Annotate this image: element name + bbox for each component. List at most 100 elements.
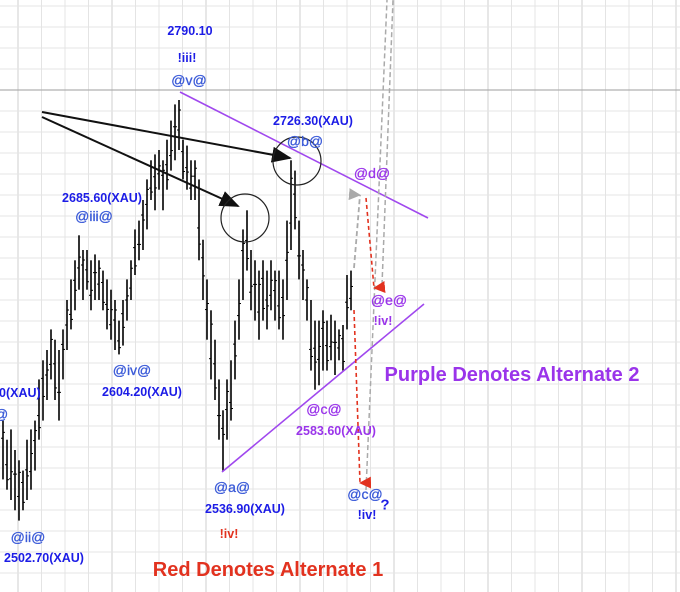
price-bar: [17, 460, 21, 521]
price-bar: [169, 120, 173, 171]
price-bar: [69, 279, 73, 330]
price-bar: [21, 470, 25, 511]
price-bar: [277, 270, 281, 330]
price-bar: [77, 235, 81, 290]
price-bar: [129, 260, 133, 300]
price-bar: [249, 250, 253, 311]
price-bar: [93, 254, 97, 300]
label-question: ?: [380, 496, 390, 514]
gray-projection-3: [381, 0, 394, 286]
price-bar: [113, 300, 117, 350]
price-bar: [341, 325, 345, 371]
price-bar: [265, 270, 269, 330]
price-bar: [321, 310, 325, 371]
price-bar: [137, 220, 141, 261]
arrow-to-b: [41, 111, 292, 163]
label-iii: @iii@: [75, 208, 113, 224]
price-bar: [213, 339, 217, 400]
gray-projection-1: [348, 188, 361, 269]
label-e-alt2-sub: !iv!: [373, 313, 393, 328]
price-bar: [285, 220, 289, 300]
price-bar: [253, 260, 257, 321]
price-bar: [237, 279, 241, 340]
purple-upper-trendline: [179, 91, 429, 219]
price-bar: [205, 279, 209, 340]
price-bar: [305, 279, 309, 321]
price-bar: [29, 429, 33, 490]
red-projection-to-e: [365, 197, 386, 294]
label-iii-price: 2685.60(XAU): [62, 190, 142, 205]
label-iv-price: 2604.20(XAU): [102, 384, 182, 399]
label-d-alt2: @d@: [353, 165, 391, 181]
label-v-price: 2790.10: [167, 23, 213, 38]
price-bar: [49, 329, 53, 380]
price-bar: [73, 260, 77, 311]
label-v: @v@: [171, 72, 207, 88]
price-bar: [109, 289, 113, 340]
price-bar: [165, 139, 169, 190]
label-a: @a@: [213, 479, 251, 495]
price-bar: [269, 260, 273, 311]
price-bar: [13, 450, 17, 511]
price-bar: [41, 360, 45, 421]
price-bar: [101, 270, 105, 311]
price-bar: [289, 160, 293, 250]
price-bar: [273, 270, 277, 321]
label-c-alt2: @c@: [306, 401, 342, 417]
price-bar: [53, 339, 57, 400]
price-bar: [161, 160, 165, 211]
price-bar: [317, 320, 321, 386]
price-bar: [37, 379, 41, 440]
label-b: @b@: [286, 133, 324, 149]
price-bar: [325, 320, 329, 371]
label-v-alt1: !iii!: [177, 50, 197, 65]
price-bar: [33, 420, 37, 471]
label-cut-price: 0(XAU): [0, 385, 41, 400]
price-bar: [245, 210, 249, 271]
price-bar: [125, 279, 129, 321]
gray-projection-2: [365, 0, 388, 491]
price-bar: [309, 300, 313, 371]
label-iv: @iv@: [112, 362, 152, 378]
price-bar: [61, 329, 65, 380]
label-ii: @ii@: [10, 529, 46, 545]
price-bar: [337, 329, 341, 361]
price-bar: [217, 379, 221, 440]
price-bar: [145, 179, 149, 230]
label-ii-price: 2502.70(XAU): [4, 550, 84, 565]
price-bar: [221, 410, 225, 471]
label-c-alt2-price: 2583.60(XAU): [296, 423, 376, 438]
price-bar: [345, 275, 349, 330]
price-bar: [105, 279, 109, 330]
price-bar: [5, 439, 9, 490]
price-bar: [209, 310, 213, 380]
price-bar: [293, 170, 297, 230]
price-bar: [333, 320, 337, 375]
purple-lower-trendline: [221, 303, 425, 473]
price-bar: [97, 260, 101, 300]
legend-alternate-2: Purple Denotes Alternate 2: [384, 364, 640, 386]
label-a-price: 2536.90(XAU): [205, 501, 285, 516]
label-b-price: 2726.30(XAU): [273, 113, 353, 128]
price-bar: [281, 279, 285, 340]
price-bar: [173, 104, 177, 161]
price-bar: [117, 320, 121, 355]
price-bar: [201, 239, 205, 300]
price-bar: [153, 154, 157, 211]
price-bar: [297, 220, 301, 280]
price-bar: [141, 200, 145, 250]
price-bar: [133, 229, 137, 275]
price-bars: [1, 100, 353, 521]
legend-alternate-1: Red Denotes Alternate 1: [152, 559, 384, 581]
price-bar: [197, 179, 201, 261]
price-bar: [349, 270, 353, 311]
price-bar: [233, 320, 237, 380]
red-projection-to-c: [353, 309, 372, 489]
price-bar: [261, 260, 265, 321]
price-bar: [193, 160, 197, 200]
price-bar: [57, 350, 61, 421]
label-a-alt1: !iv!: [219, 526, 239, 541]
price-bar: [45, 350, 49, 400]
